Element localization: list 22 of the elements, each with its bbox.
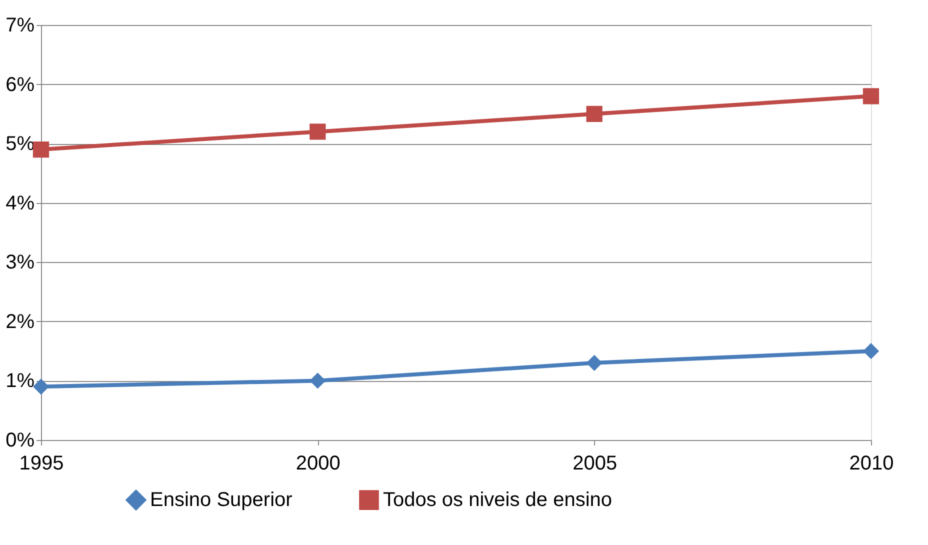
legend-label: Todos os niveis de ensino bbox=[383, 489, 612, 512]
x-tick-label: 2005 bbox=[572, 452, 618, 474]
point bbox=[862, 88, 880, 104]
point bbox=[586, 354, 602, 371]
y-tick-label: 5% bbox=[6, 133, 35, 156]
x-tick-label: 2010 bbox=[849, 452, 894, 474]
y-tick-label: 4% bbox=[6, 192, 35, 214]
y-tick-label: 0% bbox=[6, 430, 35, 452]
x-tick-label: 2000 bbox=[296, 452, 340, 474]
y-tick-label: 3% bbox=[6, 252, 35, 274]
y-tick-label: 7% bbox=[6, 14, 35, 36]
point bbox=[310, 124, 326, 140]
legend-label: Ensino Superior bbox=[150, 489, 293, 512]
point bbox=[586, 106, 602, 122]
y-tick-label: 6% bbox=[6, 74, 35, 96]
point bbox=[862, 343, 880, 360]
point bbox=[32, 141, 50, 158]
y-tick-label: 1% bbox=[6, 370, 35, 392]
y-tick-label: 2% bbox=[6, 310, 35, 333]
x-tick-label: 1995 bbox=[19, 452, 64, 474]
point bbox=[32, 378, 50, 395]
point bbox=[310, 372, 326, 389]
